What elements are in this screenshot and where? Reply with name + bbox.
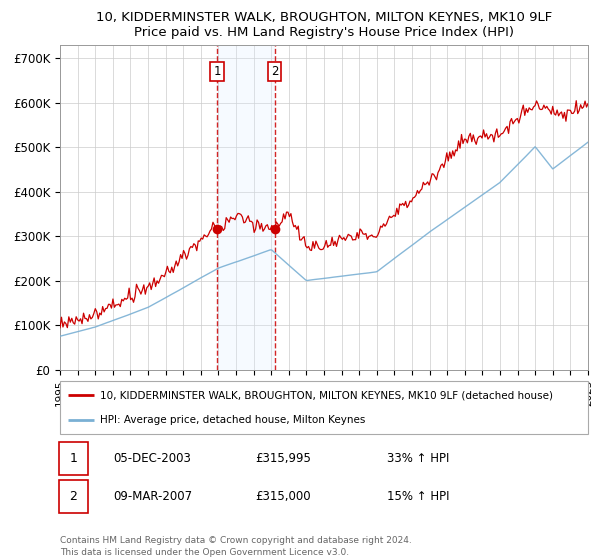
Text: £315,995: £315,995 bbox=[256, 452, 311, 465]
Text: 09-MAR-2007: 09-MAR-2007 bbox=[113, 490, 192, 503]
Text: 10, KIDDERMINSTER WALK, BROUGHTON, MILTON KEYNES, MK10 9LF (detached house): 10, KIDDERMINSTER WALK, BROUGHTON, MILTO… bbox=[100, 390, 553, 400]
Text: 33% ↑ HPI: 33% ↑ HPI bbox=[388, 452, 450, 465]
Text: HPI: Average price, detached house, Milton Keynes: HPI: Average price, detached house, Milt… bbox=[100, 414, 365, 424]
Text: 1: 1 bbox=[69, 452, 77, 465]
Text: 1: 1 bbox=[213, 65, 221, 78]
Text: £315,000: £315,000 bbox=[256, 490, 311, 503]
Bar bbox=[59, 480, 88, 513]
Bar bbox=[217, 45, 275, 370]
Text: 2: 2 bbox=[69, 490, 77, 503]
Bar bbox=[59, 442, 88, 475]
Title: 10, KIDDERMINSTER WALK, BROUGHTON, MILTON KEYNES, MK10 9LF
Price paid vs. HM Lan: 10, KIDDERMINSTER WALK, BROUGHTON, MILTO… bbox=[96, 11, 552, 39]
Text: 15% ↑ HPI: 15% ↑ HPI bbox=[388, 490, 450, 503]
Text: Contains HM Land Registry data © Crown copyright and database right 2024.
This d: Contains HM Land Registry data © Crown c… bbox=[60, 536, 412, 557]
Text: 05-DEC-2003: 05-DEC-2003 bbox=[113, 452, 191, 465]
Text: 2: 2 bbox=[271, 65, 278, 78]
